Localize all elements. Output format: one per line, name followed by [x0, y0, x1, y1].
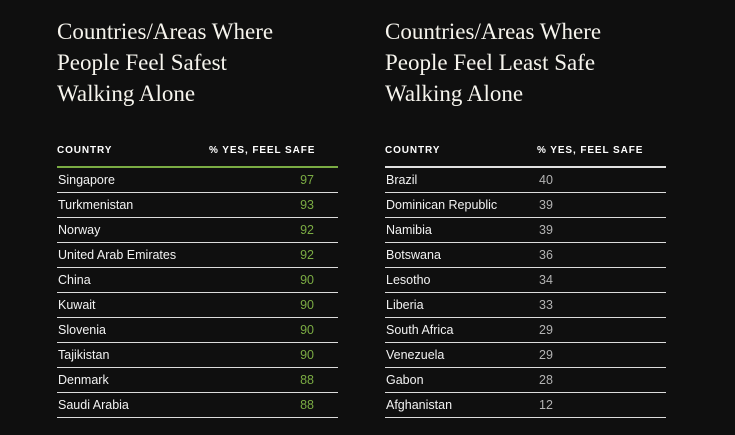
country-name: China — [58, 273, 91, 287]
safest-countries-table: Countries/Areas Where People Feel Safest… — [57, 16, 338, 418]
country-name: Lesotho — [386, 273, 431, 287]
table-row: Dominican Republic 39 — [385, 193, 666, 218]
safest-table-title: Countries/Areas Where People Feel Safest… — [57, 16, 338, 109]
table-row: Liberia 33 — [385, 293, 666, 318]
percent-value: 88 — [300, 373, 314, 387]
table-row: Brazil 40 — [385, 168, 666, 193]
country-name: Denmark — [58, 373, 109, 387]
title-line: Countries/Areas Where — [385, 19, 602, 44]
percent-value: 90 — [300, 323, 314, 337]
table-row: Turkmenistan 93 — [57, 193, 338, 218]
title-line: People Feel Safest — [57, 50, 227, 75]
percent-value: 39 — [539, 198, 553, 212]
table-row: Gabon 28 — [385, 368, 666, 393]
title-line: Walking Alone — [57, 81, 196, 106]
table-row: South Africa 29 — [385, 318, 666, 343]
country-name: Gabon — [386, 373, 424, 387]
percent-value: 12 — [539, 398, 553, 412]
country-name: Saudi Arabia — [58, 398, 129, 412]
table-row: United Arab Emirates 92 — [57, 243, 338, 268]
percent-value: 39 — [539, 223, 553, 237]
country-name: Venezuela — [386, 348, 445, 362]
country-name: Brazil — [386, 173, 418, 187]
table-row: Tajikistan 90 — [57, 343, 338, 368]
least-safe-table-title: Countries/Areas Where People Feel Least … — [385, 16, 666, 109]
least-safe-table-rows: Brazil 40 Dominican Republic 39 Namibia … — [385, 168, 666, 418]
percent-value: 29 — [539, 348, 553, 362]
country-name: Norway — [58, 223, 101, 237]
title-line: People Feel Least Safe — [385, 50, 596, 75]
percent-value: 93 — [300, 198, 314, 212]
percent-value: 29 — [539, 323, 553, 337]
country-name: United Arab Emirates — [58, 248, 177, 262]
country-name: Slovenia — [58, 323, 106, 337]
title-line: Countries/Areas Where — [57, 19, 274, 44]
country-name: Liberia — [386, 298, 424, 312]
country-name: Namibia — [386, 223, 432, 237]
table-row: China 90 — [57, 268, 338, 293]
percent-value: 92 — [300, 223, 314, 237]
percent-value: 34 — [539, 273, 553, 287]
column-header-percent-safe: % YES, FEEL SAFE — [537, 145, 644, 156]
country-name: Afghanistan — [386, 398, 453, 412]
table-row: Botswana 36 — [385, 243, 666, 268]
percent-value: 90 — [300, 298, 314, 312]
least-safe-table-header: COUNTRY % YES, FEEL SAFE — [385, 145, 666, 168]
country-name: Botswana — [386, 248, 441, 262]
percent-value: 33 — [539, 298, 553, 312]
percent-value: 88 — [300, 398, 314, 412]
safest-table-rows: Singapore 97 Turkmenistan 93 Norway 92 U… — [57, 168, 338, 418]
country-name: South Africa — [386, 323, 454, 337]
table-row: Namibia 39 — [385, 218, 666, 243]
column-header-country: COUNTRY — [385, 145, 441, 156]
table-row: Singapore 97 — [57, 168, 338, 193]
country-name: Dominican Republic — [386, 198, 498, 212]
table-row: Slovenia 90 — [57, 318, 338, 343]
table-row: Norway 92 — [57, 218, 338, 243]
title-line: Walking Alone — [385, 81, 524, 106]
percent-value: 90 — [300, 348, 314, 362]
column-header-country: COUNTRY — [57, 145, 113, 156]
table-row: Saudi Arabia 88 — [57, 393, 338, 418]
table-row: Kuwait 90 — [57, 293, 338, 318]
percent-value: 92 — [300, 248, 314, 262]
table-row: Lesotho 34 — [385, 268, 666, 293]
country-name: Turkmenistan — [58, 198, 134, 212]
percent-value: 28 — [539, 373, 553, 387]
percent-value: 90 — [300, 273, 314, 287]
least-safe-countries-table: Countries/Areas Where People Feel Least … — [385, 16, 666, 418]
table-row: Afghanistan 12 — [385, 393, 666, 418]
percent-value: 36 — [539, 248, 553, 262]
column-header-percent-safe: % YES, FEEL SAFE — [209, 145, 316, 156]
table-row: Venezuela 29 — [385, 343, 666, 368]
safest-table-header: COUNTRY % YES, FEEL SAFE — [57, 145, 338, 168]
percent-value: 97 — [300, 173, 314, 187]
table-row: Denmark 88 — [57, 368, 338, 393]
country-name: Singapore — [58, 173, 115, 187]
country-name: Tajikistan — [58, 348, 110, 362]
percent-value: 40 — [539, 173, 553, 187]
country-name: Kuwait — [58, 298, 96, 312]
